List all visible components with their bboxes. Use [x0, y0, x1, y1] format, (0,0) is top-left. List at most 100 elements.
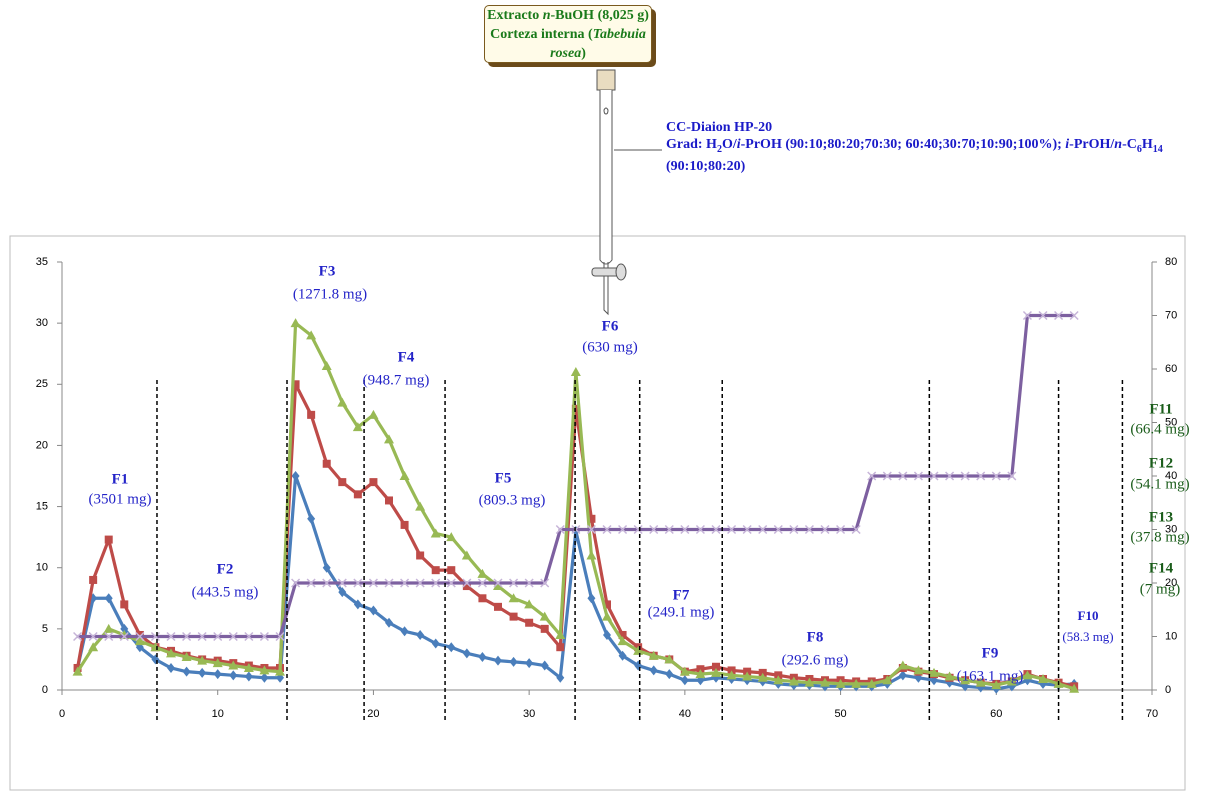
- marker: [944, 671, 955, 681]
- marker: [493, 578, 503, 588]
- marker: [804, 524, 814, 535]
- marker: [602, 611, 612, 621]
- marker: [447, 566, 456, 575]
- marker: [291, 578, 301, 588]
- marker: [555, 629, 566, 639]
- y-tick-label: 10: [36, 562, 48, 574]
- marker: [384, 434, 394, 444]
- marker: [882, 675, 893, 685]
- marker: [976, 471, 986, 481]
- fraction-label: F8: [807, 629, 824, 645]
- marker: [836, 524, 846, 535]
- marker: [134, 636, 145, 646]
- marker: [243, 662, 254, 672]
- marker: [399, 471, 410, 480]
- marker: [1038, 673, 1048, 683]
- marker: [462, 648, 471, 659]
- marker: [150, 631, 160, 642]
- fraction-mass: (66.4 mg): [1130, 421, 1189, 437]
- marker: [369, 605, 378, 616]
- stopcock-handle: [615, 263, 627, 281]
- marker: [431, 638, 440, 649]
- marker: [104, 631, 114, 642]
- marker: [478, 651, 487, 662]
- marker: [1022, 310, 1032, 321]
- marker: [820, 677, 830, 687]
- marker: [524, 599, 535, 609]
- gradient-part: 14: [1152, 143, 1163, 155]
- gradient-part: i: [1065, 137, 1070, 152]
- marker: [898, 670, 907, 681]
- marker: [197, 655, 208, 665]
- marker: [742, 524, 752, 535]
- extract-text: ): [581, 45, 586, 61]
- marker: [633, 524, 643, 535]
- marker: [509, 656, 518, 667]
- marker: [1038, 310, 1048, 321]
- marker: [104, 535, 113, 544]
- marker: [1006, 676, 1017, 686]
- marker: [929, 471, 939, 481]
- y-tick-label: 5: [42, 623, 48, 635]
- marker: [929, 667, 939, 677]
- marker: [633, 645, 644, 655]
- x-tick-label: 30: [523, 708, 535, 720]
- x-tick-label: 10: [212, 708, 224, 720]
- fraction-mass: (809.3 mg): [479, 492, 546, 508]
- fraction-label: F6: [602, 318, 619, 334]
- marker: [400, 520, 409, 529]
- marker: [649, 665, 658, 676]
- marker: [352, 422, 363, 432]
- marker: [587, 514, 596, 523]
- x-tick-label: 60: [990, 708, 1002, 720]
- marker: [603, 629, 611, 640]
- marker: [897, 660, 908, 670]
- marker: [913, 665, 924, 675]
- extract-text: Corteza interna (: [490, 26, 593, 42]
- marker: [291, 380, 300, 389]
- marker: [89, 575, 98, 584]
- column-drawing: [591, 69, 662, 316]
- series-line: [76, 474, 1075, 691]
- marker: [197, 631, 207, 642]
- x-tick-label: 0: [59, 708, 65, 720]
- marker: [306, 578, 316, 588]
- y2-tick-label: 70: [1165, 309, 1177, 321]
- marker: [866, 678, 877, 688]
- marker: [991, 471, 1001, 481]
- marker: [368, 409, 379, 419]
- gradient-part: (90:10;80:20): [666, 158, 746, 174]
- marker: [229, 670, 238, 681]
- column-body: [599, 90, 613, 265]
- marker: [680, 524, 690, 535]
- marker: [415, 578, 425, 588]
- marker: [571, 404, 580, 413]
- marker: [228, 631, 238, 642]
- column-stopper: [596, 69, 616, 91]
- x-tick-label: 20: [367, 708, 379, 720]
- marker: [446, 578, 456, 588]
- column-tip: [603, 262, 609, 316]
- x-tick-label: 40: [679, 708, 691, 720]
- marker: [182, 631, 192, 642]
- marker: [431, 566, 440, 575]
- marker: [120, 623, 129, 634]
- fraction-label: F13: [1149, 509, 1173, 525]
- y-tick-label: 15: [36, 500, 48, 512]
- y-tick-label: 30: [36, 317, 48, 329]
- marker: [104, 593, 113, 604]
- y-tick-label: 20: [36, 439, 48, 451]
- y2-tick-label: 60: [1165, 363, 1177, 375]
- marker: [524, 578, 534, 588]
- marker: [679, 666, 690, 676]
- marker: [540, 578, 550, 588]
- extract-text: -BuOH (8,025 g): [550, 7, 649, 23]
- marker: [991, 680, 1002, 690]
- marker: [602, 524, 612, 535]
- marker: [618, 650, 627, 661]
- marker: [1069, 683, 1080, 693]
- marker: [353, 599, 362, 610]
- extract-line: Corteza interna (Tabebuia rosea): [485, 25, 651, 63]
- y2-tick-label: 40: [1165, 470, 1177, 482]
- marker: [726, 670, 737, 680]
